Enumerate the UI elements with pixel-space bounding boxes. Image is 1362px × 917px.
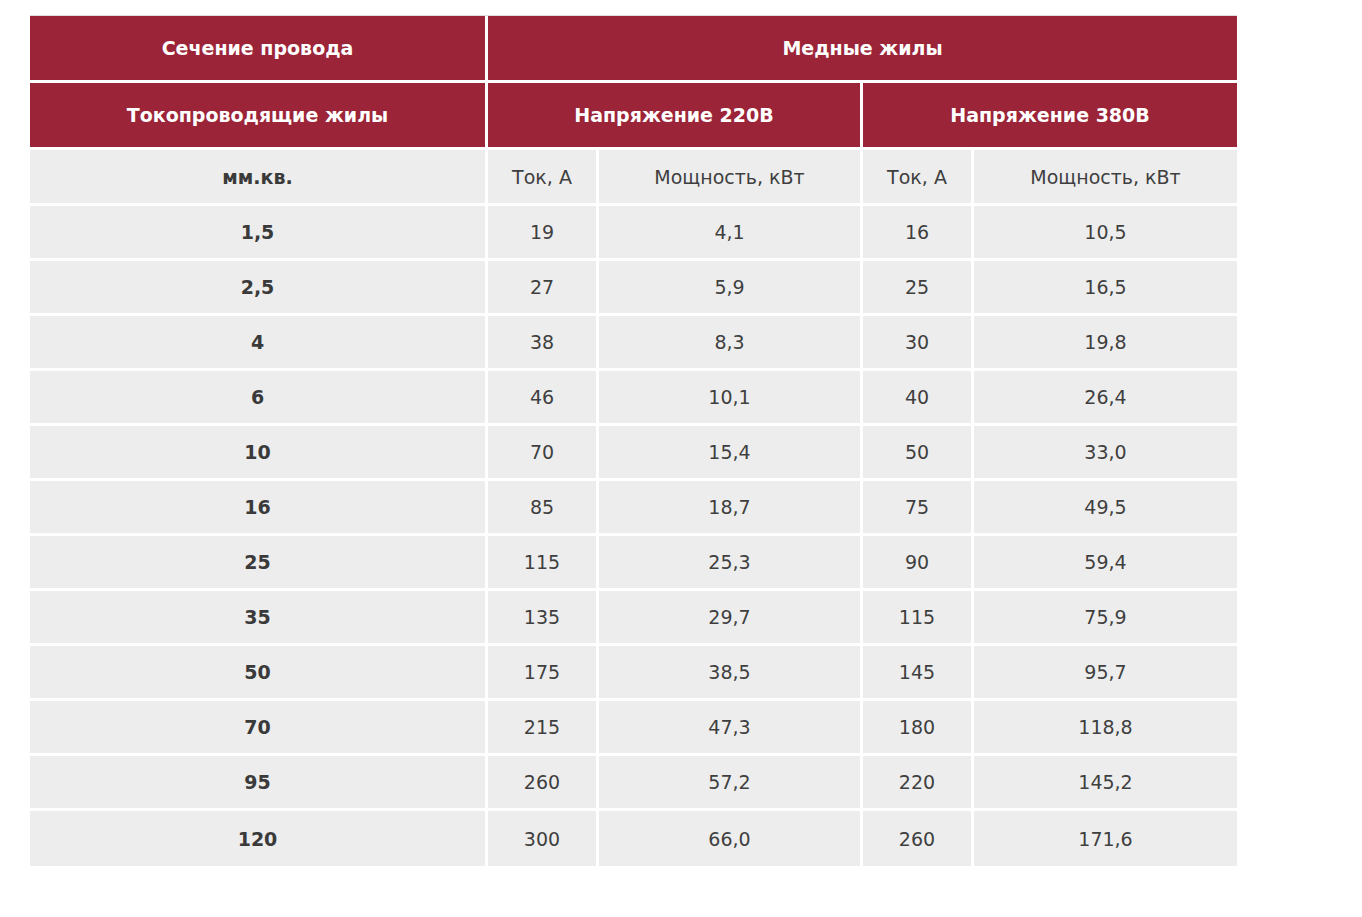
cell-power-380v: 49,5 xyxy=(974,481,1237,536)
cell-power-220v: 47,3 xyxy=(599,701,863,756)
header-conductive-cores: Токопроводящие жилы xyxy=(30,83,488,150)
cell-power-380v: 26,4 xyxy=(974,371,1237,426)
cell-current-380v: 25 xyxy=(863,261,974,316)
cell-area: 70 xyxy=(30,701,488,756)
cell-current-220v: 215 xyxy=(488,701,599,756)
cell-area: 50 xyxy=(30,646,488,701)
cell-current-380v: 30 xyxy=(863,316,974,371)
cell-power-220v: 5,9 xyxy=(599,261,863,316)
cell-current-220v: 38 xyxy=(488,316,599,371)
header-voltage-220: Напряжение 220В xyxy=(488,83,863,150)
cell-power-380v: 19,8 xyxy=(974,316,1237,371)
cell-power-220v: 29,7 xyxy=(599,591,863,646)
cell-current-220v: 300 xyxy=(488,811,599,866)
table-row: 95 260 57,2 220 145,2 xyxy=(30,756,1237,811)
table-row: 50 175 38,5 145 95,7 xyxy=(30,646,1237,701)
cell-area: 4 xyxy=(30,316,488,371)
cell-power-220v: 66,0 xyxy=(599,811,863,866)
unit-power-220v: Мощность, кВт xyxy=(599,150,863,206)
header-row-1: Сечение провода Медные жилы xyxy=(30,16,1237,83)
cell-power-220v: 38,5 xyxy=(599,646,863,701)
cell-current-380v: 40 xyxy=(863,371,974,426)
cell-power-220v: 8,3 xyxy=(599,316,863,371)
cell-power-220v: 4,1 xyxy=(599,206,863,261)
cell-area: 1,5 xyxy=(30,206,488,261)
cell-power-220v: 25,3 xyxy=(599,536,863,591)
table-row: 25 115 25,3 90 59,4 xyxy=(30,536,1237,591)
cell-area: 95 xyxy=(30,756,488,811)
cell-power-220v: 18,7 xyxy=(599,481,863,536)
header-row-2: Токопроводящие жилы Напряжение 220В Напр… xyxy=(30,83,1237,150)
header-wire-section: Сечение провода xyxy=(30,16,488,83)
cell-current-220v: 260 xyxy=(488,756,599,811)
table-row: 2,5 27 5,9 25 16,5 xyxy=(30,261,1237,316)
wire-capacity-table: Сечение провода Медные жилы Токопроводящ… xyxy=(30,16,1237,866)
cell-power-380v: 145,2 xyxy=(974,756,1237,811)
unit-current-220v: Ток, А xyxy=(488,150,599,206)
cell-area: 16 xyxy=(30,481,488,536)
cell-current-220v: 115 xyxy=(488,536,599,591)
cell-power-380v: 59,4 xyxy=(974,536,1237,591)
cell-area: 10 xyxy=(30,426,488,481)
cell-power-220v: 10,1 xyxy=(599,371,863,426)
header-copper-conductors: Медные жилы xyxy=(488,16,1237,83)
cell-area: 6 xyxy=(30,371,488,426)
cell-current-380v: 16 xyxy=(863,206,974,261)
unit-power-380v: Мощность, кВт xyxy=(974,150,1237,206)
table-row: 70 215 47,3 180 118,8 xyxy=(30,701,1237,756)
table-row: 10 70 15,4 50 33,0 xyxy=(30,426,1237,481)
cell-current-380v: 180 xyxy=(863,701,974,756)
cell-power-380v: 95,7 xyxy=(974,646,1237,701)
table-row: 4 38 8,3 30 19,8 xyxy=(30,316,1237,371)
cell-current-220v: 85 xyxy=(488,481,599,536)
cell-area: 2,5 xyxy=(30,261,488,316)
cell-current-380v: 220 xyxy=(863,756,974,811)
cell-area: 120 xyxy=(30,811,488,866)
cell-area: 25 xyxy=(30,536,488,591)
cell-power-220v: 57,2 xyxy=(599,756,863,811)
cell-current-380v: 145 xyxy=(863,646,974,701)
cell-current-220v: 19 xyxy=(488,206,599,261)
table-row: 1,5 19 4,1 16 10,5 xyxy=(30,206,1237,261)
cell-power-380v: 118,8 xyxy=(974,701,1237,756)
unit-area: мм.кв. xyxy=(30,150,488,206)
cell-area: 35 xyxy=(30,591,488,646)
cell-current-220v: 70 xyxy=(488,426,599,481)
cell-current-220v: 135 xyxy=(488,591,599,646)
header-voltage-380: Напряжение 380В xyxy=(863,83,1237,150)
table-row: 35 135 29,7 115 75,9 xyxy=(30,591,1237,646)
unit-current-380v: Ток, А xyxy=(863,150,974,206)
cell-current-380v: 90 xyxy=(863,536,974,591)
cell-power-380v: 75,9 xyxy=(974,591,1237,646)
cell-current-220v: 175 xyxy=(488,646,599,701)
table-row: 16 85 18,7 75 49,5 xyxy=(30,481,1237,536)
cell-current-220v: 46 xyxy=(488,371,599,426)
cell-power-380v: 10,5 xyxy=(974,206,1237,261)
cell-current-380v: 75 xyxy=(863,481,974,536)
cell-power-380v: 16,5 xyxy=(974,261,1237,316)
table-row: 6 46 10,1 40 26,4 xyxy=(30,371,1237,426)
units-row: мм.кв. Ток, А Мощность, кВт Ток, А Мощно… xyxy=(30,150,1237,206)
cell-current-220v: 27 xyxy=(488,261,599,316)
cell-current-380v: 50 xyxy=(863,426,974,481)
cell-power-380v: 33,0 xyxy=(974,426,1237,481)
cell-current-380v: 115 xyxy=(863,591,974,646)
cell-current-380v: 260 xyxy=(863,811,974,866)
table-row: 120 300 66,0 260 171,6 xyxy=(30,811,1237,866)
cell-power-380v: 171,6 xyxy=(974,811,1237,866)
cell-power-220v: 15,4 xyxy=(599,426,863,481)
wire-capacity-table-container: Сечение провода Медные жилы Токопроводящ… xyxy=(30,15,1237,866)
